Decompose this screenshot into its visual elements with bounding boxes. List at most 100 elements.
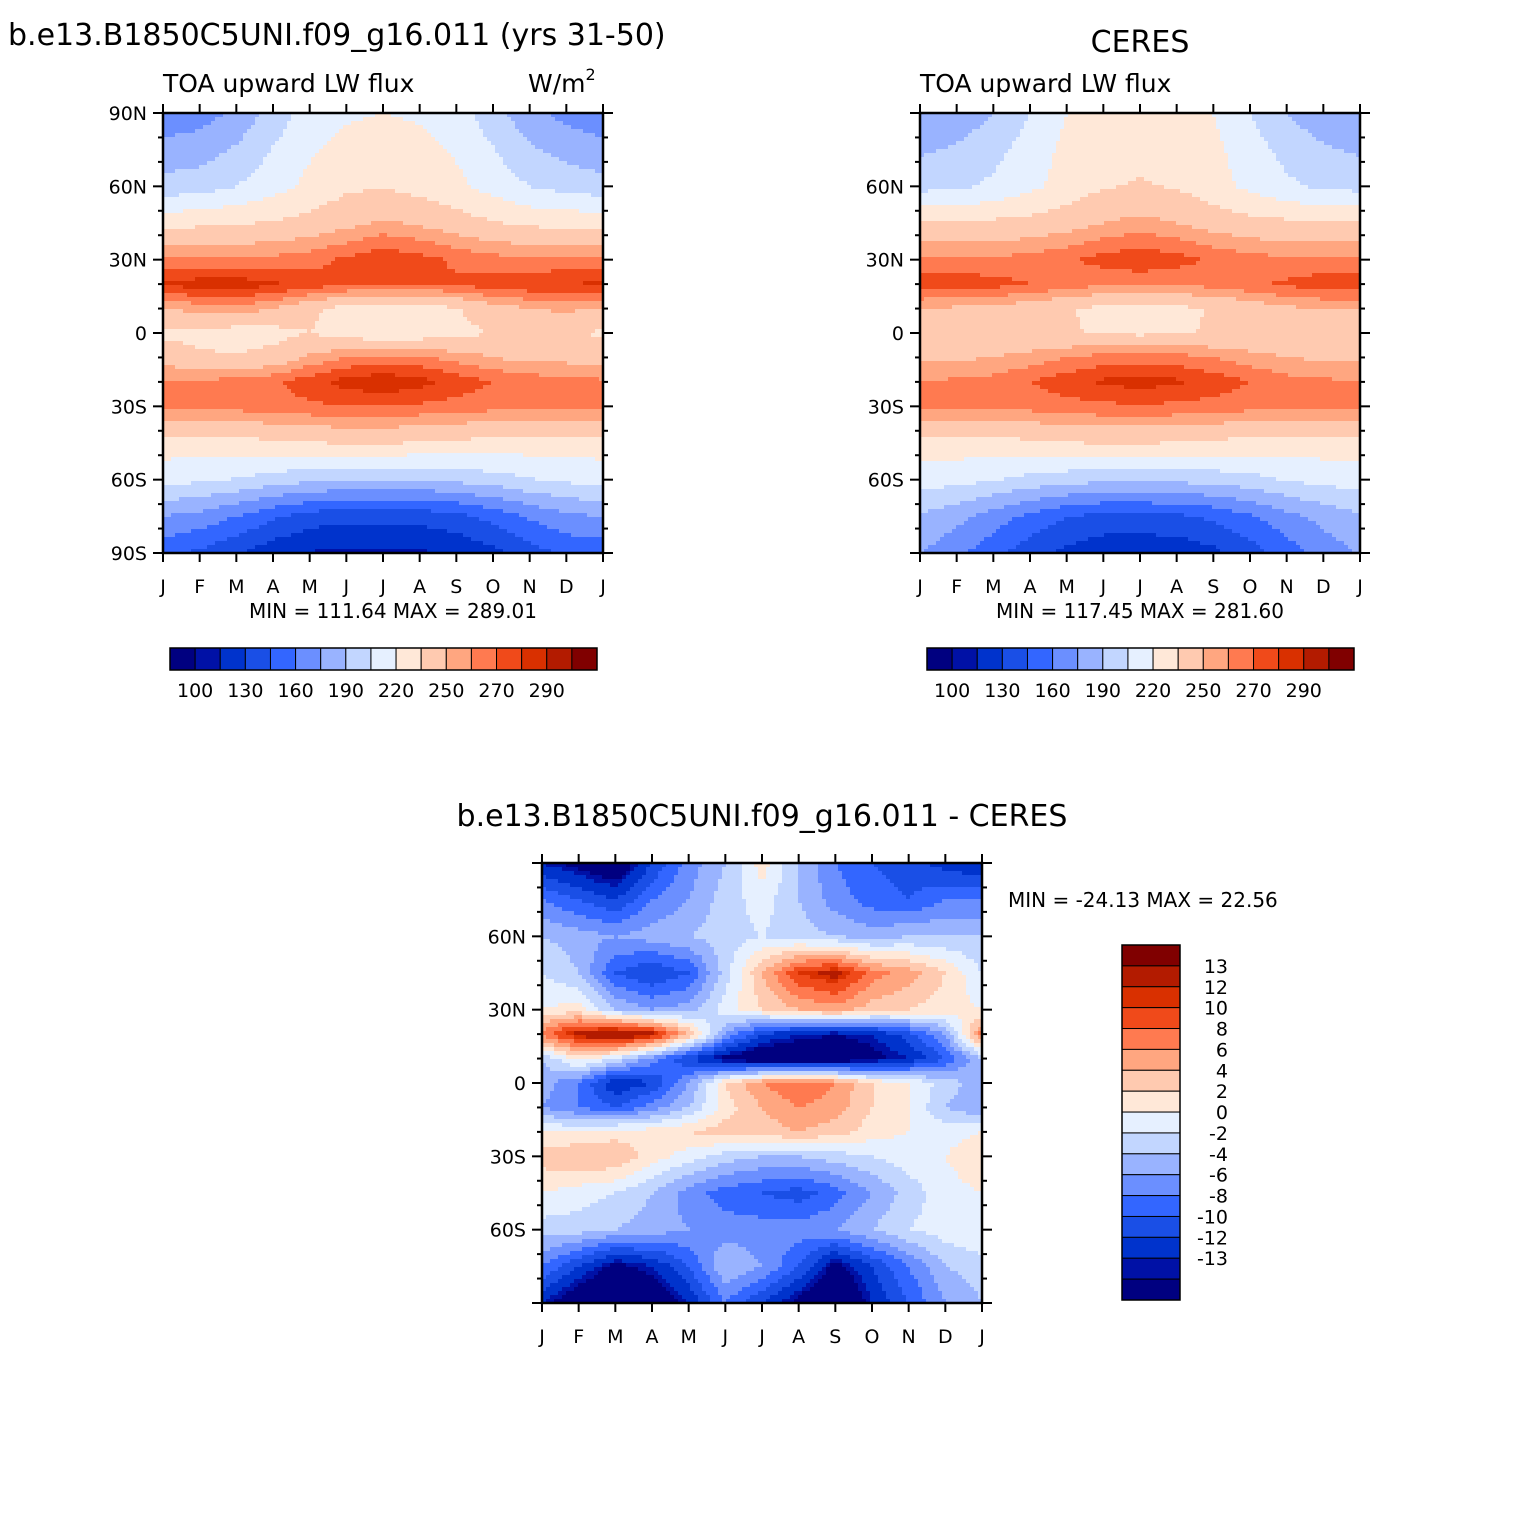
contour-cell bbox=[447, 137, 452, 142]
contour-cell bbox=[171, 117, 176, 122]
contour-cell bbox=[399, 281, 404, 286]
contour-cell bbox=[583, 249, 588, 254]
contour-cell bbox=[507, 285, 512, 290]
contour-cell bbox=[271, 197, 276, 202]
contour-cell bbox=[363, 165, 368, 170]
contour-cell bbox=[375, 261, 380, 266]
contour-cell bbox=[391, 113, 396, 118]
contour-cell bbox=[199, 165, 204, 170]
contour-cell bbox=[331, 181, 336, 186]
contour-cell bbox=[479, 261, 484, 266]
contour-cell bbox=[367, 113, 372, 118]
contour-cell bbox=[263, 221, 268, 226]
contour-cell bbox=[491, 269, 496, 274]
contour-cell bbox=[419, 261, 424, 266]
contour-cell bbox=[571, 253, 576, 258]
contour-cell bbox=[423, 185, 428, 190]
contour-cell bbox=[307, 225, 312, 230]
contour-cell bbox=[571, 149, 576, 154]
contour-cell bbox=[579, 281, 584, 286]
contour-cell bbox=[275, 113, 280, 118]
contour-cell bbox=[243, 201, 248, 206]
contour-cell bbox=[439, 265, 444, 270]
contour-cell bbox=[403, 249, 408, 254]
contour-cell bbox=[203, 269, 208, 274]
contour-cell bbox=[403, 201, 408, 206]
contour-cell bbox=[479, 153, 484, 158]
contour-cell bbox=[419, 201, 424, 206]
contour-cell bbox=[323, 209, 328, 214]
contour-cell bbox=[427, 129, 432, 134]
contour-cell bbox=[391, 285, 396, 290]
contour-cell bbox=[311, 221, 316, 226]
contour-cell bbox=[299, 145, 304, 150]
contour-cell bbox=[283, 221, 288, 226]
contour-cell bbox=[343, 161, 348, 166]
contour-cell bbox=[215, 205, 220, 210]
contour-cell bbox=[283, 121, 288, 126]
contour-cell bbox=[479, 273, 484, 278]
contour-cell bbox=[591, 137, 596, 142]
contour-cell bbox=[375, 165, 380, 170]
contour-cell bbox=[455, 273, 460, 278]
contour-cell bbox=[571, 217, 576, 222]
contour-cell bbox=[579, 253, 584, 258]
contour-cell bbox=[183, 201, 188, 206]
contour-cell bbox=[543, 265, 548, 270]
contour-cell bbox=[599, 257, 604, 262]
contour-cell bbox=[483, 221, 488, 226]
contour-cell bbox=[263, 165, 268, 170]
contour-cell bbox=[171, 253, 176, 258]
contour-cell bbox=[179, 241, 184, 246]
contour-cell bbox=[579, 129, 584, 134]
contour-cell bbox=[499, 121, 504, 126]
contour-cell bbox=[283, 289, 288, 294]
contour-cell bbox=[503, 257, 508, 262]
contour-cell bbox=[563, 141, 568, 146]
contour-cell bbox=[399, 193, 404, 198]
contour-cell bbox=[335, 209, 340, 214]
contour-cell bbox=[531, 213, 536, 218]
contour-cell bbox=[183, 273, 188, 278]
contour-cell bbox=[283, 129, 288, 134]
contour-cell bbox=[307, 197, 312, 202]
contour-cell bbox=[407, 213, 412, 218]
contour-cell bbox=[511, 165, 516, 170]
contour-cell bbox=[207, 117, 212, 122]
contour-cell bbox=[295, 173, 300, 178]
contour-cell bbox=[559, 137, 564, 142]
contour-cell bbox=[303, 277, 308, 282]
contour-cell bbox=[295, 153, 300, 158]
contour-cell bbox=[575, 165, 580, 170]
contour-cell bbox=[251, 225, 256, 230]
contour-cell bbox=[163, 221, 168, 226]
contour-cell bbox=[175, 281, 180, 286]
contour-cell bbox=[567, 189, 572, 194]
contour-cell bbox=[383, 245, 388, 250]
contour-cell bbox=[311, 273, 316, 278]
contour-cell bbox=[363, 185, 368, 190]
contour-cell bbox=[259, 257, 264, 262]
contour-cell bbox=[483, 125, 488, 130]
contour-cell bbox=[591, 257, 596, 262]
contour-cell bbox=[295, 257, 300, 262]
contour-cell bbox=[391, 149, 396, 154]
contour-cell bbox=[247, 261, 252, 266]
contour-cell bbox=[371, 161, 376, 166]
contour-cell bbox=[271, 161, 276, 166]
contour-cell bbox=[475, 281, 480, 286]
contour-cell bbox=[591, 229, 596, 234]
contour-cell bbox=[359, 121, 364, 126]
contour-cell bbox=[379, 241, 384, 246]
contour-cell bbox=[507, 217, 512, 222]
contour-cell bbox=[531, 149, 536, 154]
contour-cell bbox=[211, 145, 216, 150]
contour-cell bbox=[303, 193, 308, 198]
contour-cell bbox=[451, 285, 456, 290]
contour-cell bbox=[339, 289, 344, 294]
contour-cell bbox=[539, 245, 544, 250]
contour-cell bbox=[567, 217, 572, 222]
contour-cell bbox=[439, 289, 444, 294]
contour-cell bbox=[187, 165, 192, 170]
contour-cell bbox=[367, 117, 372, 122]
